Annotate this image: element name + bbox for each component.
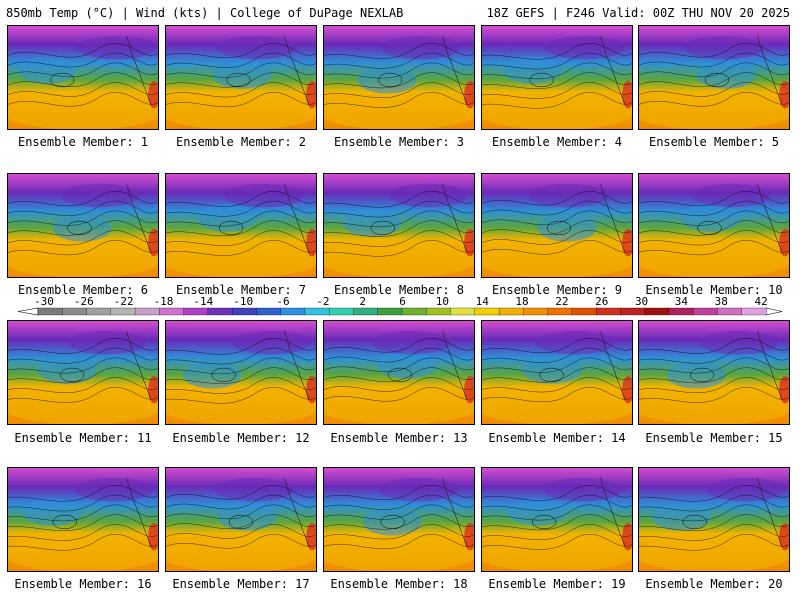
colorbar-left-tip	[17, 307, 39, 316]
member-caption: Ensemble Member: 5	[648, 135, 780, 149]
page-title: 850mb Temp (°C) | Wind (kts) | College o…	[6, 6, 404, 20]
colorbar-cell	[37, 307, 63, 316]
colorbar-cell	[62, 307, 88, 316]
colorbar-tick-label: 42	[754, 296, 767, 308]
colorbar-cell	[110, 307, 136, 316]
colorbar-cell	[231, 307, 257, 316]
member-caption: Ensemble Member: 7	[175, 283, 307, 297]
member-map-panel	[165, 320, 317, 425]
colorbar-cell	[426, 307, 452, 316]
member-caption: Ensemble Member: 16	[14, 577, 152, 591]
colorbar-left-arrow	[17, 307, 783, 316]
colorbar-tick-label: -2	[316, 296, 329, 308]
colorbar-cell	[741, 307, 767, 316]
member-map-panel	[638, 173, 790, 278]
colorbar-tick-label: -18	[154, 296, 174, 308]
member-caption: Ensemble Member: 3	[333, 135, 465, 149]
member-caption: Ensemble Member: 2	[175, 135, 307, 149]
member-caption: Ensemble Member: 20	[645, 577, 783, 591]
colorbar-tick-label: -22	[114, 296, 134, 308]
member-caption: Ensemble Member: 13	[330, 431, 468, 445]
colorbar-tick-label: 30	[635, 296, 648, 308]
member-caption: Ensemble Member: 9	[491, 283, 623, 297]
member-caption: Ensemble Member: 18	[330, 577, 468, 591]
member-caption: Ensemble Member: 19	[488, 577, 626, 591]
colorbar-cell	[595, 307, 621, 316]
colorbar-cell	[183, 307, 209, 316]
member-caption: Ensemble Member: 14	[488, 431, 626, 445]
member-map-panel	[638, 320, 790, 425]
member-map-panel	[323, 173, 475, 278]
colorbar-cell	[693, 307, 719, 316]
colorbar-tick-label: 34	[675, 296, 689, 308]
member-caption: Ensemble Member: 17	[172, 577, 310, 591]
colorbar-cell	[304, 307, 330, 316]
colorbar-cell	[134, 307, 160, 316]
member-caption: Ensemble Member: 10	[645, 283, 783, 297]
colorbar-cell	[474, 307, 500, 316]
member-caption: Ensemble Member: 4	[491, 135, 623, 149]
colorbar-tick-label: 26	[595, 296, 608, 308]
colorbar-cell	[498, 307, 524, 316]
colorbar-tick-label: 14	[476, 296, 490, 308]
colorbar-tick-label: -14	[193, 296, 213, 308]
member-map-panel	[481, 25, 633, 130]
colorbar-tick-label: 38	[715, 296, 728, 308]
colorbar-cell	[377, 307, 403, 316]
colorbar-cell	[159, 307, 185, 316]
colorbar-tick-label: -6	[276, 296, 289, 308]
member-map-panel	[7, 467, 159, 572]
colorbar-tick-label: -26	[74, 296, 94, 308]
member-map-panel	[638, 25, 790, 130]
colorbar-cell	[353, 307, 379, 316]
member-map-panel	[7, 320, 159, 425]
colorbar-cell	[207, 307, 233, 316]
colorbar-cell	[523, 307, 549, 316]
colorbar-tick-label: 18	[515, 296, 528, 308]
member-caption: Ensemble Member: 11	[14, 431, 152, 445]
member-map-panel	[323, 25, 475, 130]
member-caption: Ensemble Member: 15	[645, 431, 783, 445]
member-map-panel	[638, 467, 790, 572]
colorbar-cell	[571, 307, 597, 316]
member-map-panel	[481, 320, 633, 425]
colorbar-tick-label: 6	[399, 296, 406, 308]
colorbar-cell	[329, 307, 355, 316]
colorbar-cells	[37, 307, 767, 316]
colorbar-tick-label: 2	[359, 296, 366, 308]
colorbar-cell	[256, 307, 282, 316]
colorbar-tick-label: 22	[555, 296, 568, 308]
member-map-panel	[165, 25, 317, 130]
colorbar-right-tip	[765, 307, 783, 316]
colorbar-cell	[280, 307, 306, 316]
colorbar-cell	[717, 307, 743, 316]
member-caption: Ensemble Member: 1	[17, 135, 149, 149]
member-map-panel	[481, 467, 633, 572]
colorbar-cell	[644, 307, 670, 316]
colorbar-cell	[668, 307, 694, 316]
member-caption: Ensemble Member: 6	[17, 283, 149, 297]
colorbar-cell	[450, 307, 476, 316]
member-map-panel	[7, 25, 159, 130]
run-valid-time: 18Z GEFS | F246 Valid: 00Z THU NOV 20 20…	[486, 6, 790, 20]
temperature-colorbar: -30 -26 -22 -18 -14 -10 -6 -2 2 6 10 14 18 22 26 30 34 38…	[17, 296, 783, 316]
colorbar-tick-label: 10	[436, 296, 449, 308]
member-caption: Ensemble Member: 8	[333, 283, 465, 297]
member-map-panel	[7, 173, 159, 278]
colorbar-tick-labels: -30 -26 -22 -18 -14 -10 -6 -2 2 6 10 14 18 22 26 30 34 38…	[34, 296, 768, 308]
member-map-panel	[323, 320, 475, 425]
member-map-panel	[165, 467, 317, 572]
colorbar-cell	[620, 307, 646, 316]
member-map-panel	[323, 467, 475, 572]
member-map-panel	[481, 173, 633, 278]
member-map-panel	[165, 173, 317, 278]
member-caption: Ensemble Member: 12	[172, 431, 310, 445]
colorbar-tick-label: -10	[233, 296, 253, 308]
colorbar-tick-label: -30	[34, 296, 54, 308]
colorbar-cell	[86, 307, 112, 316]
colorbar-cell	[401, 307, 427, 316]
colorbar-cell	[547, 307, 573, 316]
